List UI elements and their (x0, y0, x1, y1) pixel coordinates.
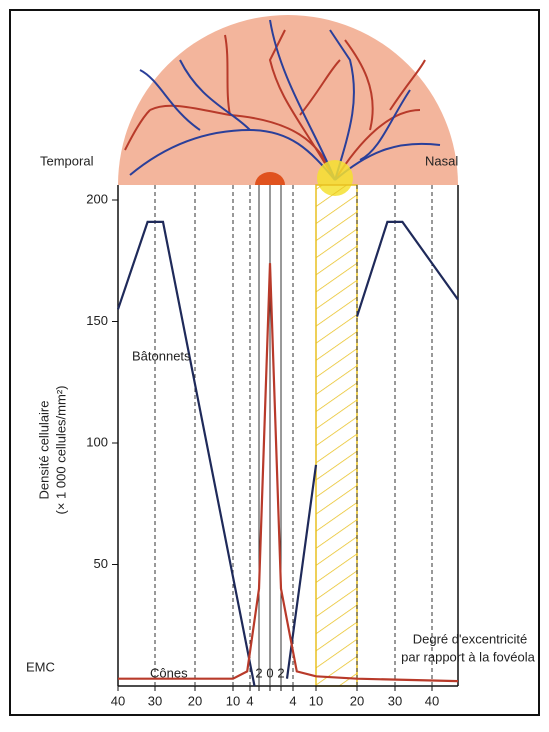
x-tick-label: 2 (277, 665, 284, 680)
x-tick-label: 10 (309, 693, 323, 708)
nasal-label: Nasal (425, 153, 458, 168)
y-tick-label: 200 (86, 191, 108, 206)
x-tick-label: 30 (388, 693, 402, 708)
y-label: (× 1 000 cellules/mm²) (53, 386, 68, 515)
x-tick-label: 40 (425, 693, 439, 708)
retina (118, 15, 458, 196)
legend-label: Cônes (150, 665, 188, 680)
x-tick-label: 4 (289, 693, 296, 708)
optic-disc (315, 184, 358, 687)
series-line (118, 263, 459, 683)
series-line (116, 220, 459, 687)
x-tick-label: 20 (350, 693, 364, 708)
x-tick-label: 10 (226, 693, 240, 708)
y-tick-label: 50 (94, 556, 108, 571)
x-label: Degré d'excentricité (413, 631, 527, 646)
temporal-label: Temporal (40, 153, 94, 168)
legend-label: Bâtonnets (132, 348, 191, 363)
x-tick-label: 0 (266, 665, 273, 680)
logo: EMC (26, 659, 55, 674)
y-tick-label: 100 (86, 434, 108, 449)
y-label: Densité cellulaire (36, 401, 51, 500)
x-tick-label: 2 (255, 665, 262, 680)
x-label: par rapport à la fovéola (401, 649, 535, 664)
frame (9, 9, 540, 716)
x-tick-label: 4 (246, 693, 253, 708)
x-tick-label: 20 (188, 693, 202, 708)
y-tick-label: 150 (86, 313, 108, 328)
x-tick-label: 30 (148, 693, 162, 708)
x-tick-label: 40 (111, 693, 125, 708)
